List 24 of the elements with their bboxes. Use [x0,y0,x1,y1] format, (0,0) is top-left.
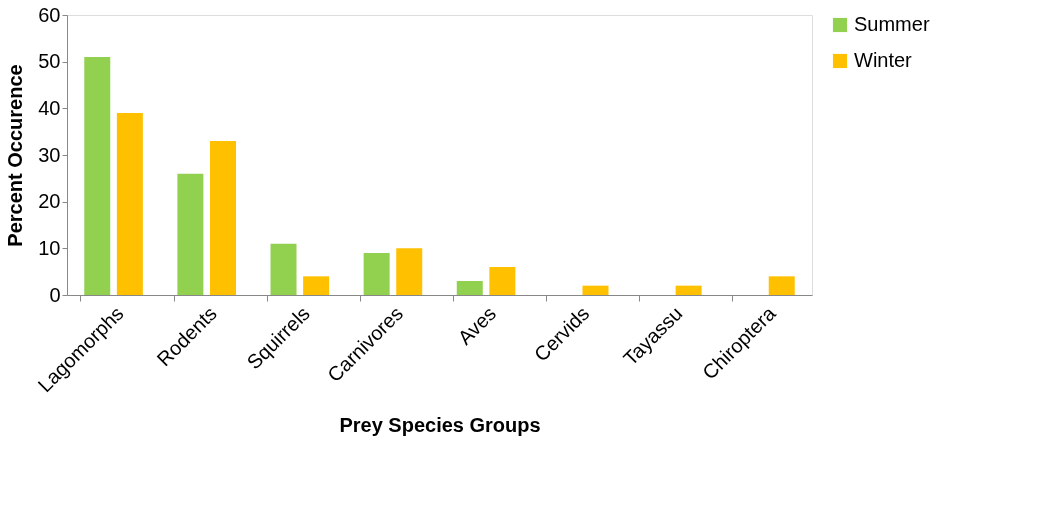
y-tick-label: 0 [49,283,61,306]
y-axis-title: Percent Occurence [4,64,27,247]
bar [489,267,516,295]
x-axis-title: Prey Species Groups [339,414,541,437]
legend-label: Winter [854,49,913,71]
bar [456,281,483,295]
bar [270,243,297,295]
bar [84,57,111,295]
bar [768,276,795,295]
y-tick-label: 20 [38,190,61,213]
bar [116,113,143,295]
y-tick-label: 30 [38,143,61,166]
y-tick-label: 10 [38,236,61,259]
bar [675,285,702,295]
bar [209,141,236,295]
bar [363,253,390,295]
legend-label: Summer [854,13,930,35]
y-tick-label: 40 [38,96,61,119]
bar [177,173,204,295]
y-tick-label: 50 [38,50,61,73]
y-tick-label: 60 [38,3,61,26]
bar [396,248,423,295]
bar [303,276,330,295]
bar [582,285,609,295]
